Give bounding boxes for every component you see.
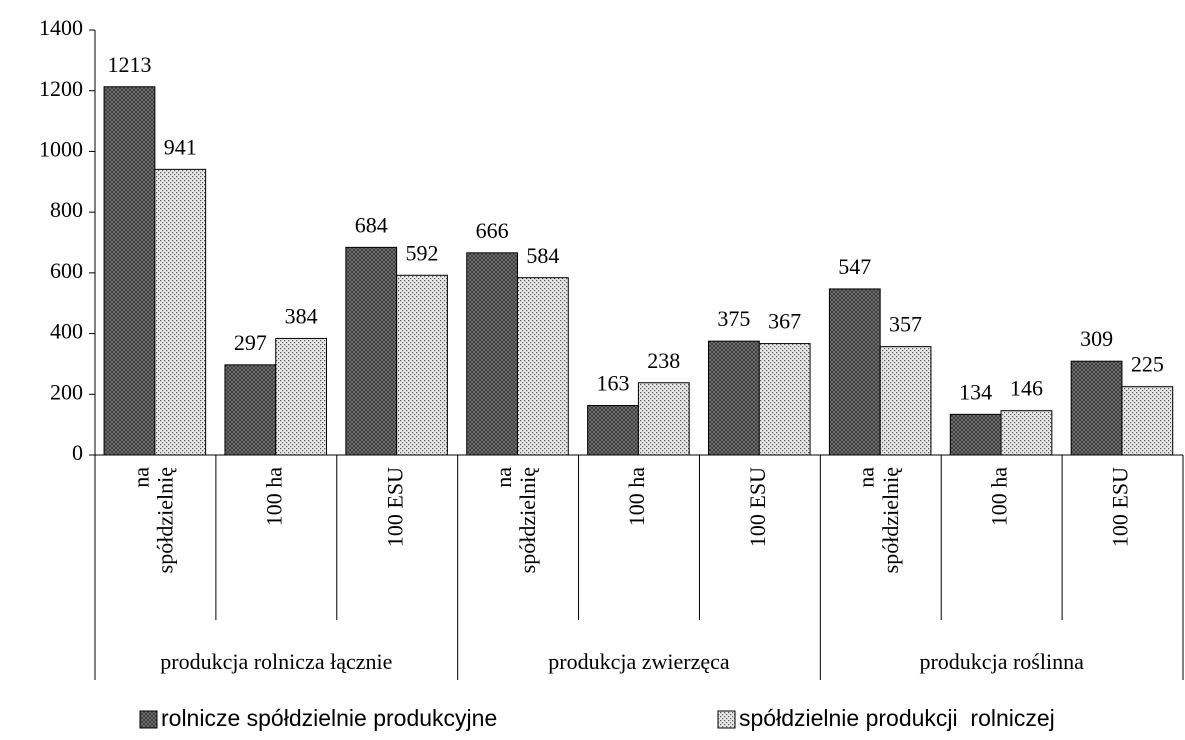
bar <box>587 405 639 456</box>
x-tick-label: 100 ESU <box>382 467 407 547</box>
x-tick-label: 100 ESU <box>745 467 770 547</box>
bar <box>758 343 811 456</box>
bar <box>879 346 932 456</box>
y-tick-label: 1200 <box>39 76 83 101</box>
x-tick-label: 100 ESU <box>1108 467 1133 547</box>
data-label: 134 <box>959 379 992 404</box>
legend-swatch <box>717 710 736 729</box>
data-label: 584 <box>526 243 559 268</box>
y-tick-label: 400 <box>50 319 83 344</box>
bar <box>275 337 328 456</box>
group-label: produkcja zwierzęca <box>548 649 730 674</box>
y-tick-label: 600 <box>50 258 83 283</box>
bar <box>154 168 207 456</box>
bar <box>1121 386 1174 456</box>
data-label: 357 <box>889 312 922 337</box>
bar <box>828 288 881 456</box>
y-tick-label: 800 <box>50 197 83 222</box>
data-label: 238 <box>647 348 680 373</box>
bar <box>1000 410 1053 456</box>
data-label: 547 <box>838 254 871 279</box>
data-label: 384 <box>285 303 318 328</box>
legend-swatch <box>139 710 158 729</box>
data-label: 666 <box>476 218 509 243</box>
bar <box>345 246 398 456</box>
bar <box>637 382 690 456</box>
y-tick-label: 200 <box>50 379 83 404</box>
bar <box>103 86 156 456</box>
bar <box>224 364 277 456</box>
x-tick-label: naspółdzielnię <box>854 467 903 574</box>
data-label: 592 <box>406 240 439 265</box>
legend-label: spółdzielnie produkcji rolniczej <box>739 705 1055 731</box>
data-label: 375 <box>717 306 750 331</box>
y-tick-label: 1000 <box>39 136 83 161</box>
group-label: produkcja roślinna <box>919 649 1084 674</box>
data-label: 309 <box>1080 326 1113 351</box>
data-label: 941 <box>164 134 197 159</box>
bar <box>708 340 760 456</box>
x-tick-label: naspółdzielnię <box>491 467 540 574</box>
data-label: 684 <box>355 212 388 237</box>
x-tick-label: 100 ha <box>624 467 649 527</box>
data-label: 1213 <box>107 52 151 77</box>
bar <box>396 274 448 456</box>
legend-label: rolnicze spółdzielnie produkcyjne <box>161 705 497 731</box>
group-label: produkcja rolnicza łącznie <box>160 649 392 674</box>
x-tick-label: 100 ha <box>987 467 1012 527</box>
x-tick-label: 100 ha <box>261 467 286 527</box>
data-label: 163 <box>597 371 630 396</box>
data-label: 225 <box>1131 352 1164 377</box>
x-tick-label: naspółdzielnię <box>128 467 177 574</box>
bar <box>1070 360 1123 456</box>
data-label: 367 <box>768 309 801 334</box>
bar <box>466 252 519 456</box>
bar <box>949 413 1002 456</box>
data-label: 297 <box>234 330 267 355</box>
legend: rolnicze spółdzielnie produkcyjne spółdzi… <box>139 705 1055 731</box>
y-tick-label: 1400 <box>39 15 83 40</box>
data-label: 146 <box>1010 376 1043 401</box>
bar <box>517 277 569 456</box>
y-tick-label: 0 <box>72 440 83 465</box>
